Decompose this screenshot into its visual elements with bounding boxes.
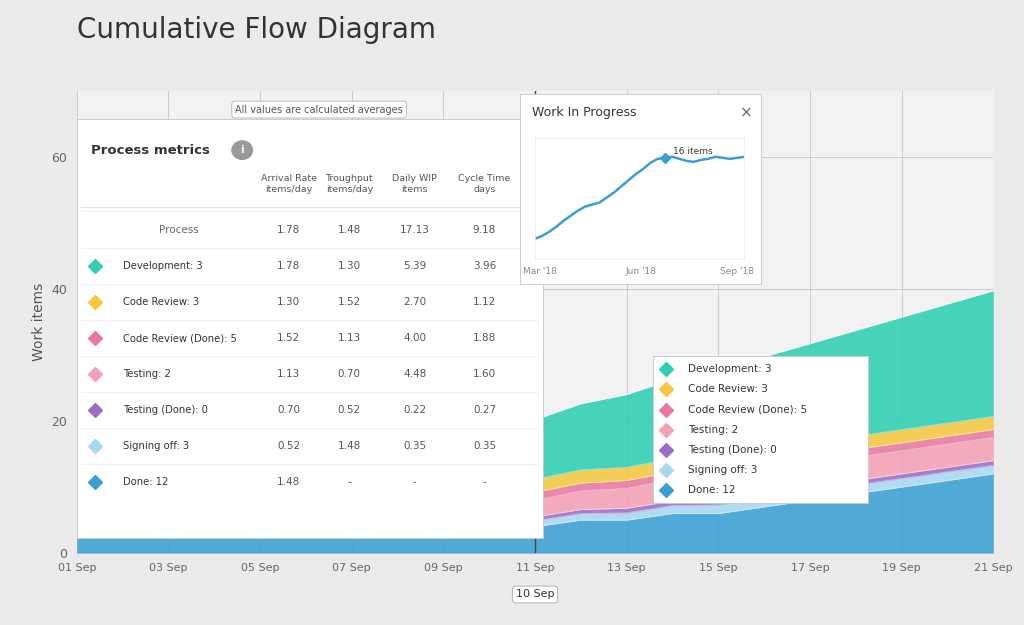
Text: 3.96: 3.96 (473, 261, 496, 271)
Text: 2.70: 2.70 (403, 297, 426, 307)
Text: 1.78: 1.78 (278, 261, 300, 271)
Text: 4.48: 4.48 (403, 369, 426, 379)
Text: 1.48: 1.48 (338, 441, 361, 451)
Text: 0.70: 0.70 (338, 369, 360, 379)
Text: i: i (241, 145, 244, 155)
Text: 1.13: 1.13 (338, 333, 361, 343)
Text: 0.27: 0.27 (473, 405, 496, 415)
Text: 1 day: 1 day (452, 479, 481, 489)
Text: 1.88: 1.88 (473, 333, 496, 343)
Text: Sep '18: Sep '18 (720, 266, 754, 276)
Text: Code Review: 3: Code Review: 3 (688, 384, 768, 394)
Text: 1.52: 1.52 (278, 333, 300, 343)
Text: Code Review (Done): 5: Code Review (Done): 5 (123, 333, 238, 343)
Text: Jun '18: Jun '18 (625, 266, 656, 276)
Text: Mar '18: Mar '18 (522, 266, 556, 276)
Text: 1.78: 1.78 (278, 225, 300, 235)
Text: -: - (482, 478, 486, 488)
Text: 2 days: 2 days (389, 409, 424, 419)
Text: All values are calculated averages: All values are calculated averages (236, 104, 403, 114)
Circle shape (232, 141, 253, 159)
Text: 0 days: 0 days (463, 462, 498, 472)
Text: Process: Process (160, 225, 200, 235)
Text: Code Review (Done): 5: Code Review (Done): 5 (688, 404, 807, 414)
Text: ×: × (740, 105, 753, 120)
Text: Cumulative Flow Diagram: Cumulative Flow Diagram (77, 16, 436, 44)
Text: Signing off: 3: Signing off: 3 (123, 441, 189, 451)
Text: ×: × (524, 141, 538, 159)
Text: 1.48: 1.48 (278, 478, 300, 488)
Text: Done: 12: Done: 12 (123, 478, 169, 488)
Text: 10 Sep: 10 Sep (516, 589, 554, 599)
Text: Arrival Rate
items/day: Arrival Rate items/day (261, 174, 316, 194)
Text: Daily WIP
items: Daily WIP items (392, 174, 437, 194)
Text: Testing (Done): 0: Testing (Done): 0 (688, 445, 776, 455)
Text: 4.00: 4.00 (403, 333, 426, 343)
Text: 3 days: 3 days (311, 436, 346, 446)
Text: Done: 12: Done: 12 (688, 485, 735, 495)
Text: Development: 3: Development: 3 (123, 261, 203, 271)
Text: 9.18: 9.18 (473, 225, 496, 235)
Text: 17.13: 17.13 (399, 225, 429, 235)
Text: -: - (347, 478, 351, 488)
Text: Testing: 2: Testing: 2 (688, 425, 738, 435)
Text: 1.60: 1.60 (473, 369, 496, 379)
Text: 0.52: 0.52 (338, 405, 360, 415)
Text: Troughput
items/day: Troughput items/day (326, 174, 373, 194)
Y-axis label: Work items: Work items (32, 282, 46, 361)
Text: 5.39: 5.39 (403, 261, 426, 271)
Text: 0.22: 0.22 (403, 405, 426, 415)
Text: 0.35: 0.35 (403, 441, 426, 451)
Text: Development: 3: Development: 3 (688, 364, 771, 374)
Text: 1.12: 1.12 (473, 297, 496, 307)
Text: 1.52: 1.52 (338, 297, 361, 307)
Text: Signing off: 3: Signing off: 3 (688, 465, 757, 475)
Text: 1.30: 1.30 (338, 261, 360, 271)
Text: Cycle Time
days: Cycle Time days (459, 174, 511, 194)
Text: 3 days: 3 days (311, 456, 346, 466)
Text: 1.48: 1.48 (338, 225, 361, 235)
Text: -: - (413, 478, 417, 488)
Text: Testing (Done): 0: Testing (Done): 0 (123, 405, 208, 415)
Text: 1.30: 1.30 (278, 297, 300, 307)
Text: 0.52: 0.52 (278, 441, 300, 451)
Text: 0.35: 0.35 (473, 441, 496, 451)
Text: Work In Progress: Work In Progress (532, 106, 637, 119)
Text: 1.13: 1.13 (278, 369, 300, 379)
Text: Process metrics: Process metrics (91, 144, 210, 157)
Text: Code Review: 3: Code Review: 3 (123, 297, 200, 307)
Text: 0.70: 0.70 (278, 405, 300, 415)
Text: Testing: 2: Testing: 2 (123, 369, 171, 379)
Text: 4 days: 4 days (298, 393, 333, 403)
Text: 16 items: 16 items (673, 147, 713, 156)
